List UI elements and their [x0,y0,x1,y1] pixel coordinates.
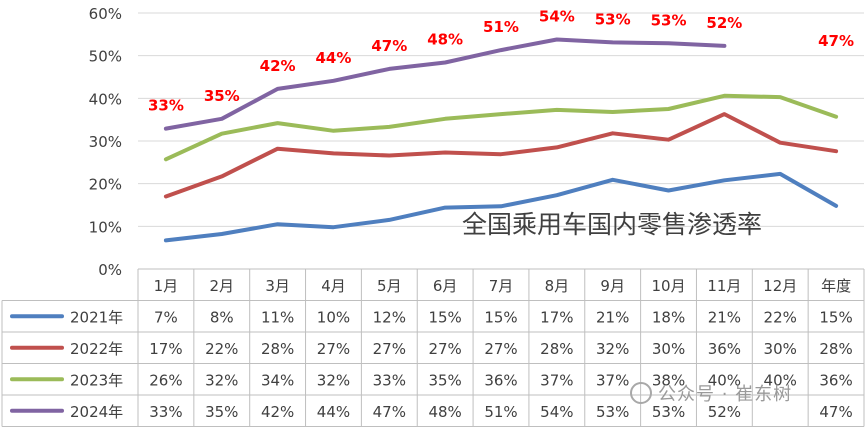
table-cell-value: 28% [819,340,852,358]
wechat-icon [630,382,652,404]
x-tick-label: 4月 [321,277,346,295]
table-cell-value: 54% [540,403,573,421]
table-cell-value: 30% [764,340,797,358]
table-cell-value: 12% [373,308,406,326]
data-label: 54% [539,7,575,25]
table-cell-value: 17% [149,340,182,358]
table-cell-value: 8% [210,308,234,326]
table-cell-value: 34% [261,371,294,389]
y-tick-label: 20% [89,176,122,194]
x-tick-label: 11月 [707,277,741,295]
table-cell-value: 32% [205,371,238,389]
legend-label: 2022年 [70,340,123,358]
table-cell-value: 37% [540,371,573,389]
series-line-2024年 [163,37,727,131]
chart-title: 全国乘用车国内零售渗透率 [462,210,762,239]
x-tick-label: 8月 [545,277,570,295]
table-cell-value: 32% [596,340,629,358]
table-cell-value: 22% [205,340,238,358]
series-line-2023年 [163,93,839,162]
data-label: 35% [204,87,240,105]
table-cell-value: 52% [708,403,741,421]
table-cell-value: 17% [540,308,573,326]
y-tick-label: 30% [89,133,122,151]
data-label: 42% [260,57,296,75]
y-tick-label: 50% [89,48,122,66]
x-tick-label: 12月 [763,277,797,295]
table-cell-value: 15% [484,308,517,326]
table-cell-value: 48% [428,403,461,421]
table-cell-value: 7% [154,308,178,326]
table-cell-value: 53% [652,403,685,421]
legend-label: 2021年 [70,308,123,326]
table-cell-value: 28% [540,340,573,358]
table-cell-value: 36% [484,371,517,389]
legend-label: 2024年 [70,403,123,421]
data-label: 33% [148,97,184,115]
y-tick-label: 40% [89,90,122,108]
table-cell-value: 37% [596,371,629,389]
watermark: 公众号 · 崔东树 [630,380,792,406]
table-cell-value: 40% [764,371,797,389]
data-label: 47% [818,32,854,50]
x-tick-label: 7月 [489,277,514,295]
table-cell-value: 11% [261,308,294,326]
table-cell-value: 35% [205,403,238,421]
table-cell-value: 36% [819,371,852,389]
x-tick-label: 3月 [265,277,290,295]
data-label: 52% [706,14,742,32]
x-tick-label: 1月 [154,277,179,295]
series-line-2021年 [163,171,839,243]
table-cell-value: 40% [708,371,741,389]
table-cell-value: 15% [428,308,461,326]
table-cell-value: 30% [652,340,685,358]
table-cell-value: 21% [596,308,629,326]
data-label: 51% [483,18,519,36]
x-tick-label: 年度 [821,277,851,295]
table-cell-value: 21% [708,308,741,326]
table-cell-value: 35% [428,371,461,389]
table-cell-value: 33% [373,371,406,389]
table-cell-value: 22% [764,308,797,326]
table-cell-value: 28% [261,340,294,358]
x-tick-label: 6月 [433,277,458,295]
table-cell-value: 47% [819,403,852,421]
table-cell-value: 47% [373,403,406,421]
legend-label: 2023年 [70,371,123,389]
table-cell-value: 27% [373,340,406,358]
data-label: 53% [651,11,687,29]
table-cell-value: 44% [317,403,350,421]
table-cell-value: 33% [149,403,182,421]
y-tick-label: 0% [98,261,122,279]
watermark-text: 公众号 · 崔东树 [658,384,793,405]
data-label: 44% [316,49,352,67]
table-cell-value: 42% [261,403,294,421]
x-tick-label: 2月 [209,277,234,295]
data-label: 48% [427,30,463,48]
data-label: 47% [371,37,407,55]
table-cell-value: 51% [484,403,517,421]
table-cell-value: 26% [149,371,182,389]
table-cell-value: 36% [708,340,741,358]
y-tick-label: 10% [89,218,122,236]
table-cell-value: 10% [317,308,350,326]
y-tick-label: 60% [89,5,122,23]
x-tick-label: 10月 [651,277,685,295]
series-line-2022年 [163,112,839,199]
x-tick-label: 9月 [600,277,625,295]
table-cell-value: 53% [596,403,629,421]
table-cell-value: 27% [484,340,517,358]
table-cell-value: 38% [652,371,685,389]
table-cell-value: 18% [652,308,685,326]
table-cell-value: 32% [317,371,350,389]
table-cell-value: 27% [428,340,461,358]
data-label: 53% [595,10,631,28]
table-cell-value: 27% [317,340,350,358]
table-cell-value: 15% [819,308,852,326]
x-tick-label: 5月 [377,277,402,295]
